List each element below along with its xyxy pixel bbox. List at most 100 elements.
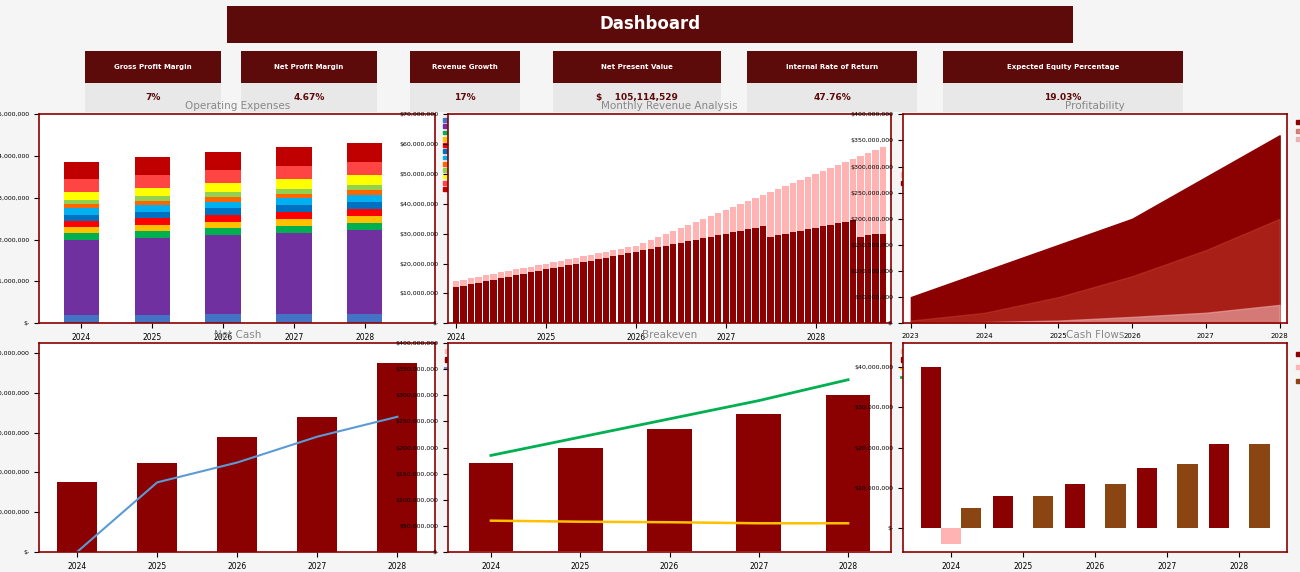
Bar — [528, 267, 534, 323]
Text: 47.76%: 47.76% — [812, 93, 852, 102]
Revenue — [572, 434, 588, 440]
Bar — [468, 463, 514, 552]
Legend: Fixed Cost, Variable Cost, Breakeven Sales, Revenue: Fixed Cost, Variable Cost, Breakeven Sal… — [898, 346, 970, 382]
Text: Gross Profit Margin: Gross Profit Margin — [114, 64, 191, 70]
Bar — [864, 153, 871, 323]
Bar — [1138, 468, 1157, 528]
Revenue — [662, 415, 677, 422]
Bar — [797, 180, 803, 323]
Bar — [377, 502, 417, 552]
Bar — [858, 237, 863, 323]
Bar — [205, 235, 240, 315]
Bar — [205, 222, 240, 228]
Bar — [460, 286, 467, 323]
Text: Internal Rate of Return: Internal Rate of Return — [786, 64, 878, 70]
Bar — [490, 274, 497, 323]
Bar — [760, 195, 766, 323]
Bar — [57, 522, 98, 552]
Bar — [610, 250, 616, 323]
Bar — [745, 229, 751, 323]
Bar — [850, 220, 857, 323]
Bar — [135, 218, 170, 225]
Text: Net Present Value: Net Present Value — [601, 64, 673, 70]
Bar — [737, 551, 781, 552]
Bar — [490, 280, 497, 323]
Bar — [835, 223, 841, 323]
Bar — [298, 417, 338, 552]
Bar — [542, 269, 549, 323]
Bar — [872, 234, 879, 323]
Bar — [655, 247, 662, 323]
Bar — [64, 233, 99, 240]
Bar — [993, 496, 1013, 528]
Bar — [715, 213, 722, 323]
Bar — [872, 150, 879, 323]
Text: 19.03%: 19.03% — [1044, 93, 1082, 102]
Bar — [699, 219, 706, 323]
Legend: Depreciation, Payroll, Other exp 5, Other exp 4, Other exp 3, Other exp 2, Other: Depreciation, Payroll, Other exp 5, Othe… — [442, 117, 486, 193]
Line: Opening Cash: Opening Cash — [77, 417, 398, 552]
Opening Cash — [69, 549, 84, 555]
Bar — [677, 243, 684, 323]
Bar — [558, 447, 602, 552]
Bar — [961, 508, 982, 528]
Bar — [826, 551, 871, 552]
Opening Cash — [229, 459, 244, 466]
Bar — [827, 168, 833, 323]
Breakeven Sales — [840, 520, 855, 527]
Bar — [767, 192, 774, 323]
Title: Cash Flows: Cash Flows — [1066, 329, 1124, 340]
Bar — [64, 208, 99, 214]
Bar — [135, 212, 170, 218]
Bar — [506, 277, 512, 323]
Bar — [790, 232, 797, 323]
Bar — [783, 186, 789, 323]
Legend: Net Cash Increase/Decrease, Net Cash, Opening Cash: Net Cash Increase/Decrease, Net Cash, Op… — [442, 346, 551, 374]
Bar — [276, 205, 312, 212]
Bar — [217, 436, 257, 552]
Title: Operating Expenses: Operating Expenses — [185, 101, 290, 111]
Bar — [550, 262, 556, 323]
Bar — [347, 216, 382, 224]
Bar — [693, 240, 699, 323]
Bar — [205, 202, 240, 208]
Revenue — [751, 397, 767, 404]
Bar — [618, 255, 624, 323]
Bar — [633, 245, 640, 323]
Bar — [647, 551, 692, 552]
Bar — [135, 196, 170, 201]
Bar — [276, 198, 312, 205]
Bar — [580, 262, 586, 323]
Bar — [64, 192, 99, 200]
Bar — [135, 315, 170, 323]
Bar — [566, 265, 572, 323]
Bar — [347, 314, 382, 323]
Text: Dashboard: Dashboard — [599, 15, 701, 33]
Bar — [498, 279, 504, 323]
Bar — [347, 190, 382, 195]
Bar — [588, 255, 594, 323]
Bar — [1105, 484, 1126, 528]
Bar — [595, 259, 602, 323]
Bar — [64, 204, 99, 208]
Bar — [573, 264, 578, 323]
Bar — [135, 231, 170, 237]
Bar — [745, 201, 751, 323]
Bar — [468, 551, 514, 552]
Legend: Net Cash Flow from Financing
Activities, Net Cash Flow from Investing
Activities: Net Cash Flow from Financing Activities,… — [1294, 346, 1300, 388]
Breakeven Sales — [662, 519, 677, 526]
Bar — [715, 235, 722, 323]
Bar — [468, 279, 474, 323]
Bar — [580, 256, 586, 323]
Bar — [64, 162, 99, 179]
Bar — [205, 315, 240, 323]
Bar — [347, 224, 382, 231]
Bar — [536, 265, 542, 323]
Bar — [618, 249, 624, 323]
Bar — [731, 232, 736, 323]
Bar — [864, 235, 871, 323]
Text: $    105,114,529: $ 105,114,529 — [597, 93, 677, 102]
Bar — [276, 219, 312, 226]
Bar — [941, 528, 961, 544]
Bar — [276, 226, 312, 233]
